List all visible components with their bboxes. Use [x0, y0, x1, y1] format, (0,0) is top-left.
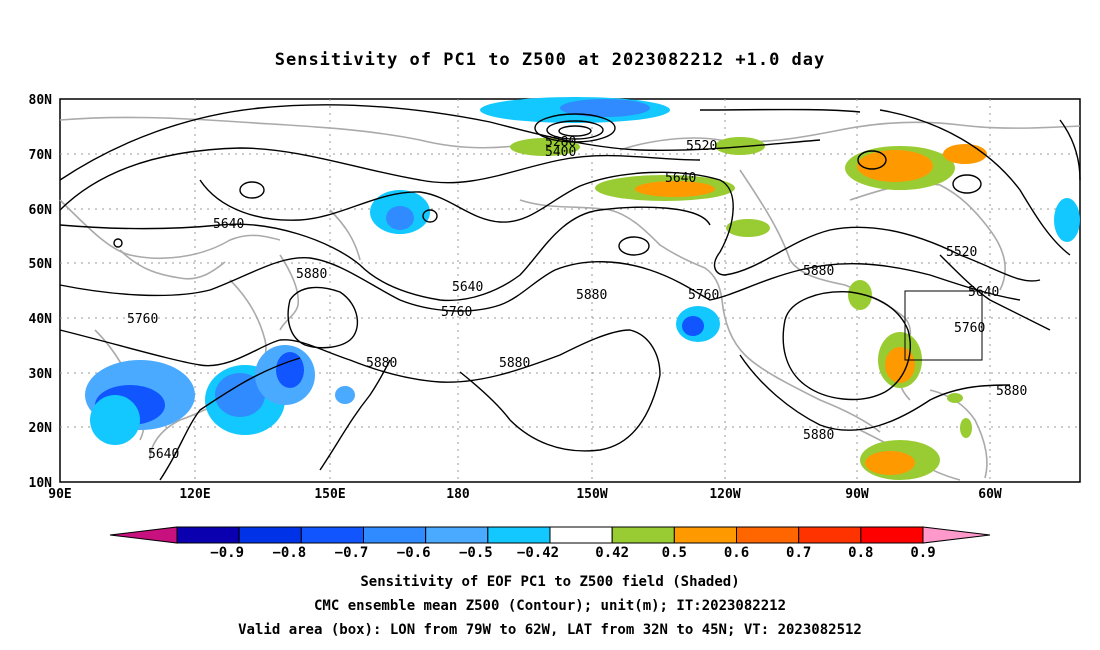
colorbar-label: 0.7 — [786, 545, 811, 561]
lon-label: 60W — [978, 487, 1002, 502]
contour-label: 5640 — [968, 285, 999, 300]
lon-axis-labels: 90E 120E 150E 180 150W 120W 90W 60W — [48, 487, 1002, 502]
colorbar-swatch — [860, 526, 924, 544]
contour-label: 5760 — [127, 312, 158, 327]
colorbar-label: 0.8 — [848, 545, 873, 561]
lat-label: 10N — [29, 476, 53, 491]
contour-label: 5880 — [499, 356, 530, 371]
valid-area-box — [904, 290, 983, 361]
lat-label: 30N — [29, 367, 53, 382]
colorbar-swatch — [673, 526, 737, 544]
contour-label: 5880 — [803, 264, 834, 279]
colorbar — [109, 526, 991, 544]
contour-label: 5400 — [545, 145, 576, 160]
colorbar-swatch — [611, 526, 675, 544]
colorbar-label: 0.5 — [662, 545, 687, 561]
colorbar-end-high — [922, 526, 991, 544]
contour-label: 5640 — [665, 171, 696, 186]
contour-label: 5880 — [996, 384, 1027, 399]
colorbar-swatch — [300, 526, 365, 544]
colorbar-swatch — [238, 526, 302, 544]
lat-label: 50N — [29, 257, 53, 272]
colorbar-swatch — [798, 526, 862, 544]
caption-line-2: CMC ensemble mean Z500 (Contour); unit(m… — [313, 598, 786, 614]
colorbar-label: −0.5 — [459, 545, 493, 561]
contour-labels: 5280 5400 5520 5640 5640 5640 5640 5880 … — [127, 135, 1027, 462]
lon-label: 150W — [576, 487, 607, 502]
contour-label: 5280 — [545, 135, 576, 150]
lat-label: 20N — [29, 421, 53, 436]
lat-label: 70N — [29, 148, 53, 163]
colorbar-swatch — [425, 526, 489, 544]
lon-label: 120W — [709, 487, 740, 502]
lat-label: 60N — [29, 203, 53, 218]
contour-label: 5880 — [803, 428, 834, 443]
caption-line-3: Valid area (box): LON from 79W to 62W, L… — [238, 622, 862, 638]
lat-label: 80N — [29, 93, 53, 108]
colorbar-swatch — [487, 526, 551, 544]
caption-line-1: Sensitivity of EOF PC1 to Z500 field (Sh… — [360, 574, 740, 590]
lon-label: 90W — [845, 487, 869, 502]
colorbar-end-low — [109, 526, 178, 544]
z500-contours — [59, 104, 1081, 481]
contour-label: 5760 — [441, 305, 472, 320]
lon-label: 180 — [446, 487, 470, 502]
page-title: Sensitivity of PC1 to Z500 at 2023082212… — [274, 50, 826, 70]
contour-label: 5880 — [296, 267, 327, 282]
contour-label: 5880 — [366, 356, 397, 371]
sensitivity-shading — [85, 97, 1080, 480]
colorbar-label: 0.9 — [910, 545, 935, 561]
colorbar-label: −0.8 — [272, 545, 306, 561]
colorbar-swatch — [176, 526, 240, 544]
lat-label: 40N — [29, 312, 53, 327]
contour-label: 5880 — [576, 288, 607, 303]
contour-label: 5520 — [946, 245, 977, 260]
contour-label: 5520 — [686, 139, 717, 154]
contour-label: 5640 — [148, 447, 179, 462]
colorbar-label: 0.42 — [595, 545, 629, 561]
colorbar-swatch — [363, 526, 427, 544]
colorbar-label: 0.6 — [724, 545, 749, 561]
lat-axis-labels: 80N 70N 60N 50N 40N 30N 20N 10N — [29, 93, 53, 491]
lon-label: 150E — [314, 487, 345, 502]
colorbar-label: −0.6 — [397, 545, 431, 561]
colorbar-swatch — [736, 526, 800, 544]
colorbar-swatch — [549, 526, 613, 544]
colorbar-label: −0.7 — [335, 545, 369, 561]
contour-label: 5760 — [688, 288, 719, 303]
contour-label: 5640 — [452, 280, 483, 295]
lon-label: 90E — [48, 487, 71, 502]
colorbar-label: −0.42 — [517, 545, 559, 561]
colorbar-label: −0.9 — [210, 545, 244, 561]
lon-label: 120E — [179, 487, 210, 502]
contour-label: 5760 — [954, 321, 985, 336]
contour-label: 5640 — [213, 217, 244, 232]
colorbar-labels: −0.9 −0.8 −0.7 −0.6 −0.5 −0.42 0.42 0.5 0.6 0.7 0.… — [210, 545, 935, 561]
